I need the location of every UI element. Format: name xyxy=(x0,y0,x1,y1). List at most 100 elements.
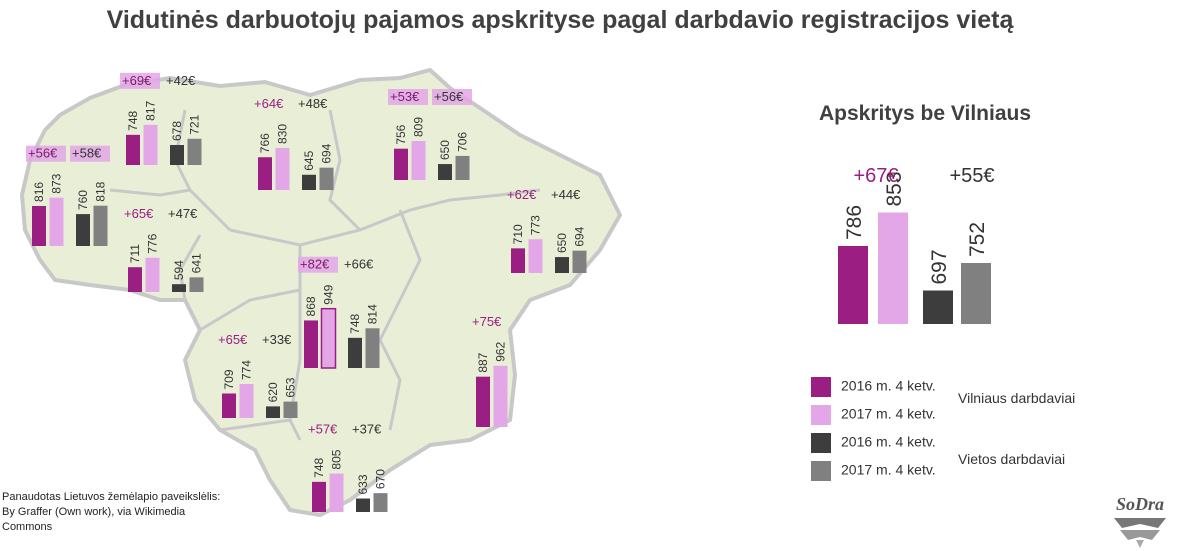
map-region-border xyxy=(288,245,302,441)
region-bar xyxy=(411,140,426,180)
region-bar xyxy=(320,307,337,369)
summary-bar-chart: 786 853 697 752 +67€ +55€ xyxy=(838,165,995,324)
region-bar xyxy=(266,406,280,418)
region-bar-value-label: 594 xyxy=(172,260,186,280)
region-change-label: +44€ xyxy=(551,187,581,202)
region-bar-group: 710 773 650 694 +62€ +44€ xyxy=(507,187,587,273)
region-bar-value-label: 721 xyxy=(188,114,202,134)
legend-label: 2017 m. 4 ketv. xyxy=(841,461,936,478)
region-bar xyxy=(438,164,452,180)
region-bar xyxy=(187,138,202,165)
legend-label: 2016 m. 4 ketv. xyxy=(841,377,936,394)
chart-title: Vidutinės darbuotojų pajamos apskrityse … xyxy=(106,6,1014,34)
region-bar xyxy=(258,157,272,190)
region-bar-value-label: 650 xyxy=(555,233,569,253)
region-bar xyxy=(373,493,388,512)
summary-bar-value-label: 752 xyxy=(966,222,989,257)
change-label-highlight xyxy=(120,72,160,89)
summary-change-label: +55€ xyxy=(949,165,994,187)
region-bar-value-label: 816 xyxy=(32,182,46,202)
region-bar xyxy=(329,473,344,512)
region-bar-value-label: 817 xyxy=(144,100,158,120)
region-bar-value-label: 805 xyxy=(330,449,344,469)
legend-item-vilnius-2017: 2017 m. 4 ketv. xyxy=(811,405,936,425)
region-change-label: +62€ xyxy=(507,187,537,202)
region-bar xyxy=(455,155,470,180)
region-bar-value-label: 653 xyxy=(284,377,298,397)
region-bar-group: 748 817 678 721 +69€ +42€ xyxy=(120,72,202,165)
summary-bar-value-label: 786 xyxy=(843,205,866,240)
summary-bar-value-label: 853 xyxy=(883,171,906,206)
image-credit: Panaudotas Lietuvos žemėlapio paveikslėl… xyxy=(2,490,220,535)
region-bar xyxy=(283,401,298,418)
region-bar xyxy=(572,250,587,273)
region-bar xyxy=(32,205,46,246)
legend-item-local-2017: 2017 m. 4 ketv. xyxy=(811,461,936,481)
region-change-label: +42€ xyxy=(166,73,196,88)
region-bar-value-label: 818 xyxy=(94,181,108,201)
summary-bar xyxy=(923,290,953,324)
region-bar-value-label: 748 xyxy=(348,313,362,333)
region-bar-value-label: 633 xyxy=(356,474,370,494)
legend-item-vilnius-2016: 2016 m. 4 ketv. xyxy=(811,377,936,397)
legend-swatch xyxy=(811,377,831,397)
legend-swatch xyxy=(811,405,831,425)
region-bar-groups: 748 817 678 721 +69€ +42€ 766 830 645 694 +64€ +48€… xyxy=(26,72,587,512)
region-bar-value-label: 710 xyxy=(511,224,525,244)
map-region-border xyxy=(199,288,301,332)
region-bar-value-label: 670 xyxy=(374,469,388,489)
region-change-label: +82€ xyxy=(300,257,330,272)
region-bar xyxy=(49,197,64,246)
region-bar-value-label: 814 xyxy=(366,304,380,324)
region-bar xyxy=(239,384,254,418)
region-bar-value-label: 760 xyxy=(76,190,90,210)
map-region-border xyxy=(173,109,232,232)
region-bar-group: 748 805 633 670 +57€ +37€ xyxy=(308,422,388,512)
region-bar-value-label: 678 xyxy=(170,121,184,141)
region-bar xyxy=(528,239,543,273)
legend-group-local: Vietos darbdaviai xyxy=(958,451,1066,467)
map-region-border xyxy=(378,209,422,341)
summary-change-label: +67€ xyxy=(853,165,898,187)
region-bar-value-label: 776 xyxy=(146,233,160,253)
region-bar-value-label: 694 xyxy=(320,143,334,163)
region-bar-value-label: 748 xyxy=(312,457,326,477)
summary-bar xyxy=(961,263,991,324)
region-change-label: +65€ xyxy=(124,206,154,221)
region-bar-value-label: 949 xyxy=(322,284,336,304)
region-change-label: +75€ xyxy=(472,314,502,329)
region-change-label: +58€ xyxy=(72,146,102,161)
region-bar xyxy=(511,248,525,273)
change-label-highlight xyxy=(298,256,338,273)
region-bar-value-label: 620 xyxy=(266,382,280,402)
region-bar xyxy=(93,205,108,246)
legend-item-local-2016: 2016 m. 4 ketv. xyxy=(811,433,936,453)
region-bar xyxy=(189,277,204,292)
region-change-label: +37€ xyxy=(352,422,382,437)
map-region-border xyxy=(328,109,362,232)
region-bar-value-label: 830 xyxy=(276,124,290,144)
region-bar xyxy=(304,320,318,368)
region-change-label: +48€ xyxy=(298,96,328,111)
region-bar xyxy=(302,174,316,190)
change-label-highlight xyxy=(70,145,110,162)
region-bar xyxy=(555,257,569,273)
credit-line: Commons xyxy=(2,521,53,533)
region-bar xyxy=(76,214,90,246)
legend-group-vilnius: Vilniaus darbdaviai xyxy=(958,390,1076,406)
region-bar xyxy=(476,376,490,427)
logo-text: SoDra xyxy=(1116,494,1164,514)
region-bar-value-label: 873 xyxy=(50,173,64,193)
region-bar xyxy=(493,365,508,427)
legend-swatch xyxy=(811,433,831,453)
map-country-shape xyxy=(19,67,623,518)
region-bar xyxy=(143,124,158,165)
credit-line: Panaudotas Lietuvos žemėlapio paveikslėl… xyxy=(2,491,221,503)
region-bar-group: 709 774 620 653 +65€ +33€ xyxy=(218,332,298,418)
region-bar-value-label: 868 xyxy=(304,296,318,316)
region-change-label: +64€ xyxy=(254,96,284,111)
region-bar xyxy=(170,144,184,165)
map-region-border xyxy=(219,418,291,432)
region-bar-value-label: 650 xyxy=(438,140,452,160)
